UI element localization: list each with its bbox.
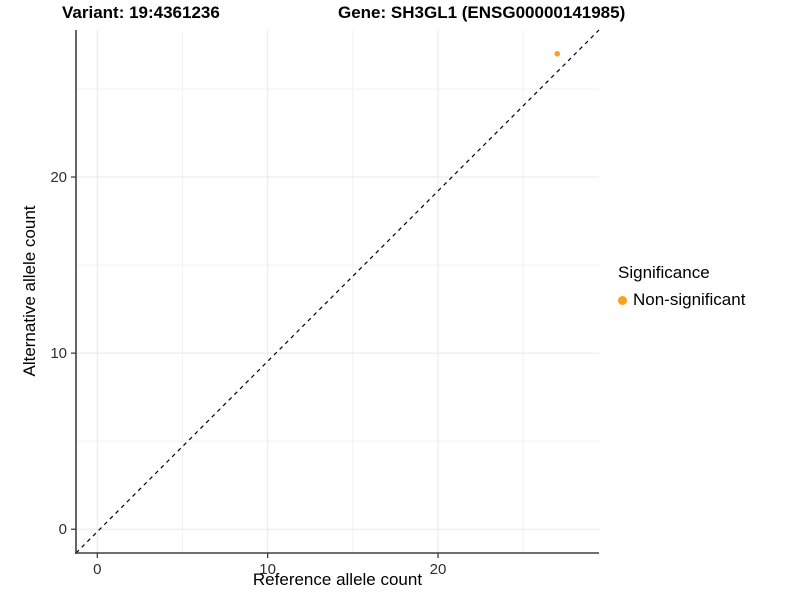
x-tick-label: 10 — [259, 561, 276, 578]
legend: Significance Non-significant — [618, 263, 745, 310]
gene-title: Gene: SH3GL1 (ENSG00000141985) — [338, 3, 626, 22]
y-axis-title: Alternative allele count — [20, 205, 39, 377]
legend-title: Significance — [618, 263, 710, 282]
legend-entry: Non-significant — [618, 290, 745, 310]
legend-label: Non-significant — [633, 290, 746, 309]
x-tick-label: 20 — [430, 561, 447, 578]
y-tick-label: 10 — [50, 345, 67, 362]
y-tick-label: 0 — [59, 521, 67, 538]
data-point — [554, 50, 561, 57]
legend-entries: Non-significant — [618, 290, 745, 310]
x-axis-title: Reference allele count — [252, 570, 423, 589]
y-tick-label: 20 — [50, 169, 67, 186]
variant-title: Variant: 19:4361236 — [62, 3, 220, 22]
x-tick-label: 0 — [93, 561, 101, 578]
identity-line — [75, 29, 600, 554]
legend-point-icon — [618, 295, 627, 305]
